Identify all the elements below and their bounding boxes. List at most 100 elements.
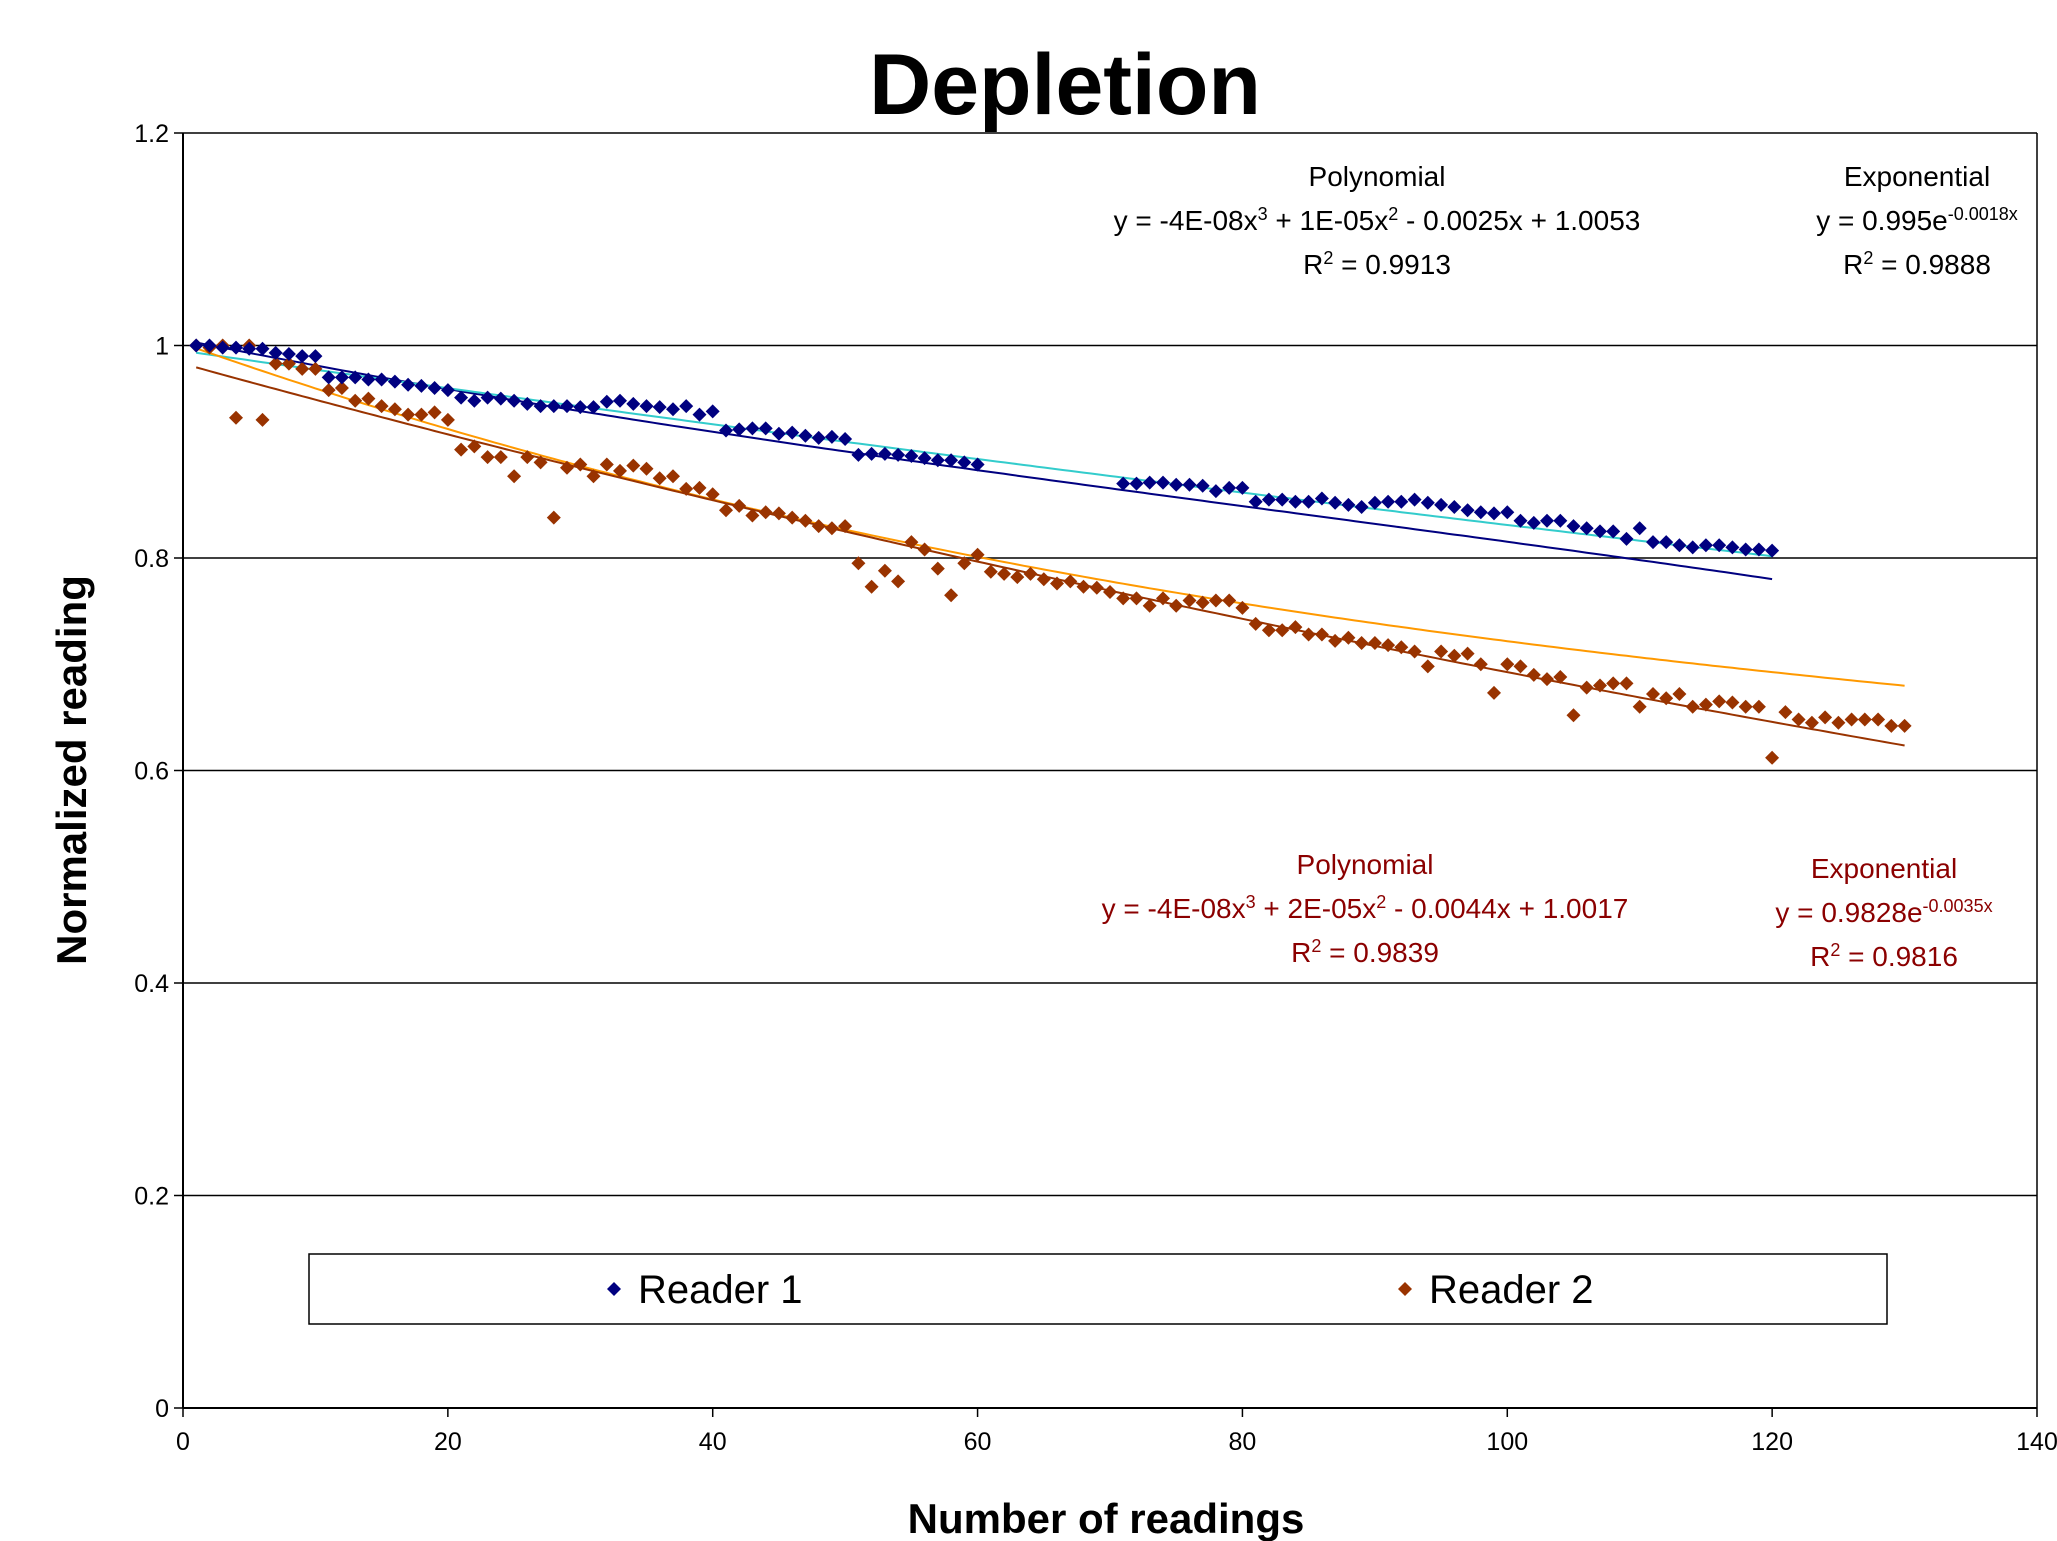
y-tick-label: 1 [155, 333, 169, 361]
point-reader2 [1487, 685, 1501, 700]
point-reader2 [427, 405, 442, 420]
point-reader1 [520, 396, 535, 411]
point-reader2 [798, 513, 813, 528]
x-tick-label: 80 [1229, 1428, 1257, 1456]
point-reader2 [1804, 715, 1819, 730]
point-reader1 [1156, 475, 1170, 490]
point-reader2 [1367, 636, 1382, 650]
point-reader1 [493, 391, 508, 406]
point-reader1 [1698, 538, 1713, 553]
point-reader1 [480, 390, 495, 405]
point-reader2 [255, 412, 270, 427]
point-reader1 [1208, 484, 1223, 499]
x-tick-label: 20 [434, 1428, 462, 1456]
x-tick-label: 140 [2016, 1428, 2057, 1456]
point-reader2 [1156, 591, 1170, 606]
point-reader2 [1646, 687, 1660, 701]
point-reader2 [838, 519, 853, 534]
point-reader2 [1566, 708, 1581, 723]
point-reader2 [1023, 566, 1038, 581]
point-reader1 [1381, 494, 1396, 509]
annotation-reader2-polynomial: Polynomial y = -4E-08x3 + 2E-05x2 - 0.00… [1102, 849, 1629, 968]
point-reader2 [1010, 570, 1025, 585]
point-reader2 [1407, 644, 1422, 659]
point-reader1 [1751, 542, 1766, 557]
annotation-heading: Polynomial [1297, 849, 1434, 880]
annotation-reader2-exponential: Exponential y = 0.9828e-0.0035x R2 = 0.9… [1775, 853, 1992, 972]
point-reader1 [1314, 491, 1329, 506]
point-reader1 [798, 428, 813, 443]
point-reader2 [1129, 591, 1144, 606]
point-reader2 [1778, 705, 1793, 720]
point-reader2 [811, 519, 826, 534]
annotation-heading: Exponential [1844, 161, 1990, 192]
point-reader1 [1222, 480, 1237, 495]
point-reader1 [838, 432, 853, 446]
point-reader1 [705, 404, 720, 419]
point-reader1 [348, 370, 363, 385]
point-reader2 [785, 510, 800, 525]
point-reader2 [268, 356, 283, 371]
point-reader1 [930, 453, 945, 468]
point-reader1 [1765, 543, 1780, 558]
point-reader2 [1619, 676, 1634, 691]
point-reader2 [1725, 695, 1740, 710]
point-reader1 [1420, 495, 1435, 510]
point-reader1 [229, 340, 243, 355]
point-reader2 [983, 564, 998, 579]
annotation-equation: y = 0.9828e-0.0035x [1775, 896, 1992, 928]
point-reader2 [705, 487, 720, 502]
y-tick-label: 1.2 [134, 120, 169, 148]
x-tick-label: 40 [699, 1428, 727, 1456]
point-reader1 [560, 399, 574, 414]
point-reader2 [732, 498, 747, 513]
data-markers [189, 338, 1912, 765]
point-reader2 [1354, 636, 1369, 650]
point-reader1 [1447, 500, 1462, 514]
x-tick-label: 100 [1486, 1428, 1528, 1456]
point-reader1 [268, 345, 283, 360]
point-reader2 [1195, 595, 1210, 610]
point-reader2 [1447, 648, 1462, 663]
trendline-reader1-exponential [196, 351, 1773, 558]
point-reader1 [1500, 505, 1515, 520]
point-reader2 [1791, 712, 1806, 727]
point-reader1 [1487, 506, 1501, 521]
point-reader2 [666, 469, 680, 484]
y-axis-title: Normalized reading [48, 575, 95, 965]
legend-box [308, 1253, 1888, 1325]
point-reader1 [255, 341, 270, 356]
x-tick-label: 0 [176, 1428, 190, 1456]
point-reader2 [1897, 718, 1912, 733]
point-reader2 [1672, 687, 1687, 701]
point-reader1 [401, 377, 416, 392]
point-reader1 [281, 347, 296, 361]
point-reader2 [758, 505, 773, 520]
point-reader2 [493, 450, 508, 465]
point-reader2 [1222, 593, 1237, 608]
chart-title: Depletion [869, 37, 1261, 133]
point-reader1 [586, 400, 601, 415]
point-reader1 [1460, 503, 1475, 518]
point-reader2 [1328, 633, 1343, 648]
point-reader2 [970, 547, 985, 562]
point-reader2 [626, 458, 641, 473]
point-reader1 [546, 399, 561, 414]
point-reader1 [1566, 519, 1581, 534]
point-reader2 [440, 412, 455, 427]
point-reader1 [1407, 492, 1422, 507]
point-reader1 [732, 422, 747, 437]
point-reader1 [1301, 494, 1316, 509]
point-reader2 [864, 579, 879, 594]
y-tick-label: 0.6 [134, 758, 169, 786]
point-reader2 [1500, 657, 1515, 672]
point-reader2 [1473, 657, 1488, 672]
y-tick-label: 0.4 [134, 970, 169, 998]
point-reader2 [361, 391, 376, 406]
point-reader1 [215, 340, 230, 355]
point-reader2 [1579, 680, 1594, 695]
point-reader1 [666, 402, 680, 417]
point-reader1 [692, 407, 707, 422]
point-reader1 [1526, 515, 1541, 530]
point-reader2 [387, 402, 402, 417]
